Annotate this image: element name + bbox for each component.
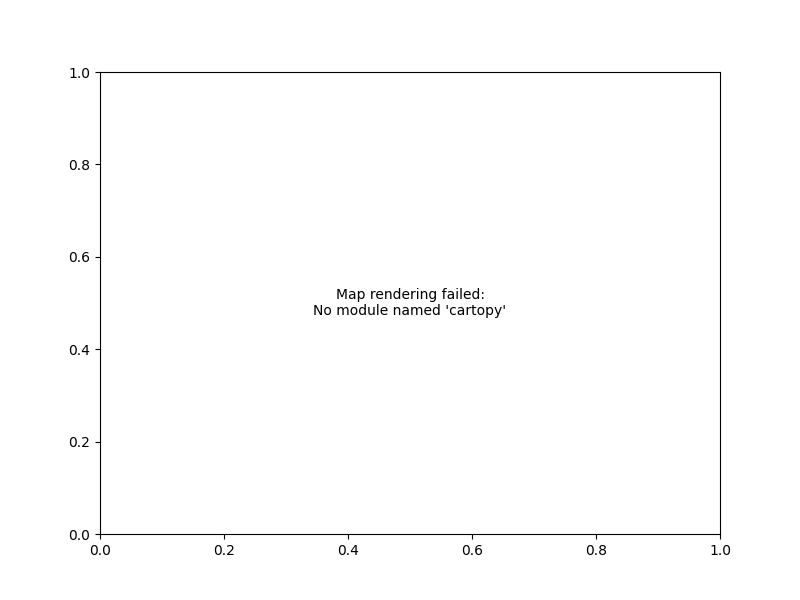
Text: Map rendering failed:
No module named 'cartopy': Map rendering failed: No module named 'c… [314, 288, 506, 318]
